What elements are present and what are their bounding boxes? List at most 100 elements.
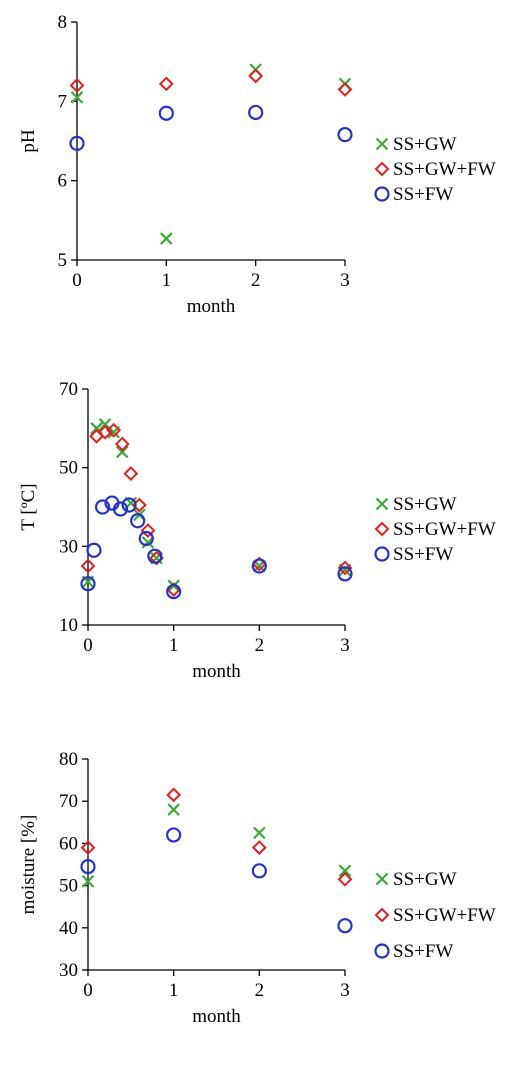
- y-tick-label: 8: [58, 12, 68, 33]
- data-point: [69, 78, 85, 93]
- legend-marker: [374, 546, 390, 562]
- data-point: [337, 566, 353, 582]
- data-point: [80, 558, 96, 574]
- y-tick-label: 5: [58, 250, 68, 271]
- data-point: [253, 826, 266, 840]
- y-tick-label: 6: [58, 171, 68, 192]
- legend-marker: [374, 943, 390, 959]
- legend-label: SS+FW: [393, 184, 453, 205]
- legend-marker: [374, 521, 390, 537]
- x-tick-label: 2: [255, 635, 265, 656]
- legend-label: SS+GW: [393, 869, 457, 890]
- data-point: [69, 135, 85, 151]
- data-point: [86, 542, 102, 558]
- data-point: [166, 787, 182, 803]
- legend: SS+GW SS+GW+FW SS+FW: [374, 494, 496, 565]
- legend-label: SS+GW: [393, 494, 457, 515]
- data-point: [160, 232, 173, 245]
- x-tick-label: 2: [251, 270, 261, 291]
- data-point: [115, 445, 129, 459]
- data-point: [166, 827, 182, 843]
- y-tick-label: 50: [59, 876, 78, 897]
- legend-label: SS+FW: [393, 544, 453, 565]
- data-point: [138, 530, 154, 547]
- x-tick-label: 3: [340, 270, 350, 291]
- x-tick-label: 1: [169, 635, 179, 656]
- legend-marker: [374, 161, 390, 177]
- y-axis-label: moisture [%]: [18, 815, 39, 915]
- series-SS+FW: [69, 104, 353, 151]
- data-point: [121, 497, 137, 513]
- data-point: [251, 863, 267, 879]
- data-point: [147, 548, 163, 564]
- y-axis-label: pH: [18, 129, 39, 153]
- chart-panel-2: 10 30 50 70 0 1 2 3 month T [ºC] SS+GW SS+GW+FW SS+F…: [18, 379, 496, 682]
- y-tick-label: 10: [59, 615, 78, 636]
- data-point: [112, 501, 129, 517]
- legend: SS+GW SS+GW+FW SS+FW: [374, 134, 496, 205]
- y-tick-label: 30: [59, 536, 78, 557]
- data-point: [338, 864, 352, 878]
- data-point: [251, 558, 267, 574]
- series-SS+FW: [80, 495, 353, 600]
- y-tick-label: 50: [59, 458, 78, 479]
- legend-label: SS+GW+FW: [393, 905, 496, 926]
- data-point: [80, 576, 96, 592]
- x-tick-label: 0: [83, 635, 93, 656]
- x-axis-label: month: [192, 661, 241, 682]
- legend: SS+GW SS+GW+FW SS+FW: [374, 869, 496, 962]
- x-tick-label: 0: [72, 270, 82, 291]
- x-axis-label: month: [192, 1006, 241, 1027]
- data-point: [130, 513, 146, 529]
- y-tick-label: 40: [59, 918, 78, 939]
- data-point: [337, 871, 353, 887]
- x-axis-label: month: [187, 296, 236, 317]
- data-point: [166, 583, 182, 600]
- data-point: [158, 105, 174, 121]
- data-point: [248, 68, 264, 84]
- y-tick-label: 7: [58, 91, 68, 112]
- series-SS+GW+FW: [80, 422, 353, 598]
- y-tick-label: 80: [59, 749, 78, 770]
- data-point: [106, 422, 122, 438]
- x-tick-label: 2: [255, 980, 265, 1001]
- data-point: [337, 82, 353, 97]
- y-axis-label: T [ºC]: [18, 483, 39, 530]
- legend-label: SS+GW: [393, 134, 457, 155]
- data-point: [114, 436, 130, 452]
- x-tick-label: 1: [162, 270, 172, 291]
- y-tick-label: 30: [59, 960, 78, 981]
- legend-marker: [374, 907, 390, 923]
- series-SS+GW: [70, 63, 352, 245]
- series-SS+GW+FW: [69, 68, 353, 97]
- data-point: [158, 76, 174, 92]
- data-point: [337, 918, 353, 934]
- legend-label: SS+FW: [393, 941, 453, 962]
- legend-marker: [375, 497, 389, 511]
- series-SS+GW: [81, 418, 352, 592]
- y-tick-label: 70: [59, 791, 78, 812]
- y-tick-label: 70: [59, 379, 78, 400]
- data-point: [123, 466, 139, 481]
- data-point: [248, 104, 264, 121]
- data-point: [140, 523, 156, 539]
- legend-marker: [374, 186, 390, 202]
- x-tick-label: 3: [340, 980, 350, 1001]
- series-SS+GW+FW: [80, 787, 353, 887]
- data-point: [70, 91, 84, 104]
- data-point: [80, 840, 96, 856]
- legend-label: SS+GW+FW: [393, 519, 496, 540]
- legend-label: SS+GW+FW: [393, 159, 496, 180]
- data-point: [94, 499, 111, 515]
- legend-marker: [375, 137, 389, 151]
- series-SS+GW: [81, 803, 352, 888]
- x-tick-label: 3: [340, 635, 350, 656]
- x-tick-label: 0: [83, 980, 93, 1001]
- y-tick-label: 60: [59, 833, 78, 854]
- legend-marker: [375, 872, 389, 886]
- series-SS+FW: [80, 827, 353, 934]
- data-point: [81, 875, 95, 888]
- data-point: [337, 560, 353, 576]
